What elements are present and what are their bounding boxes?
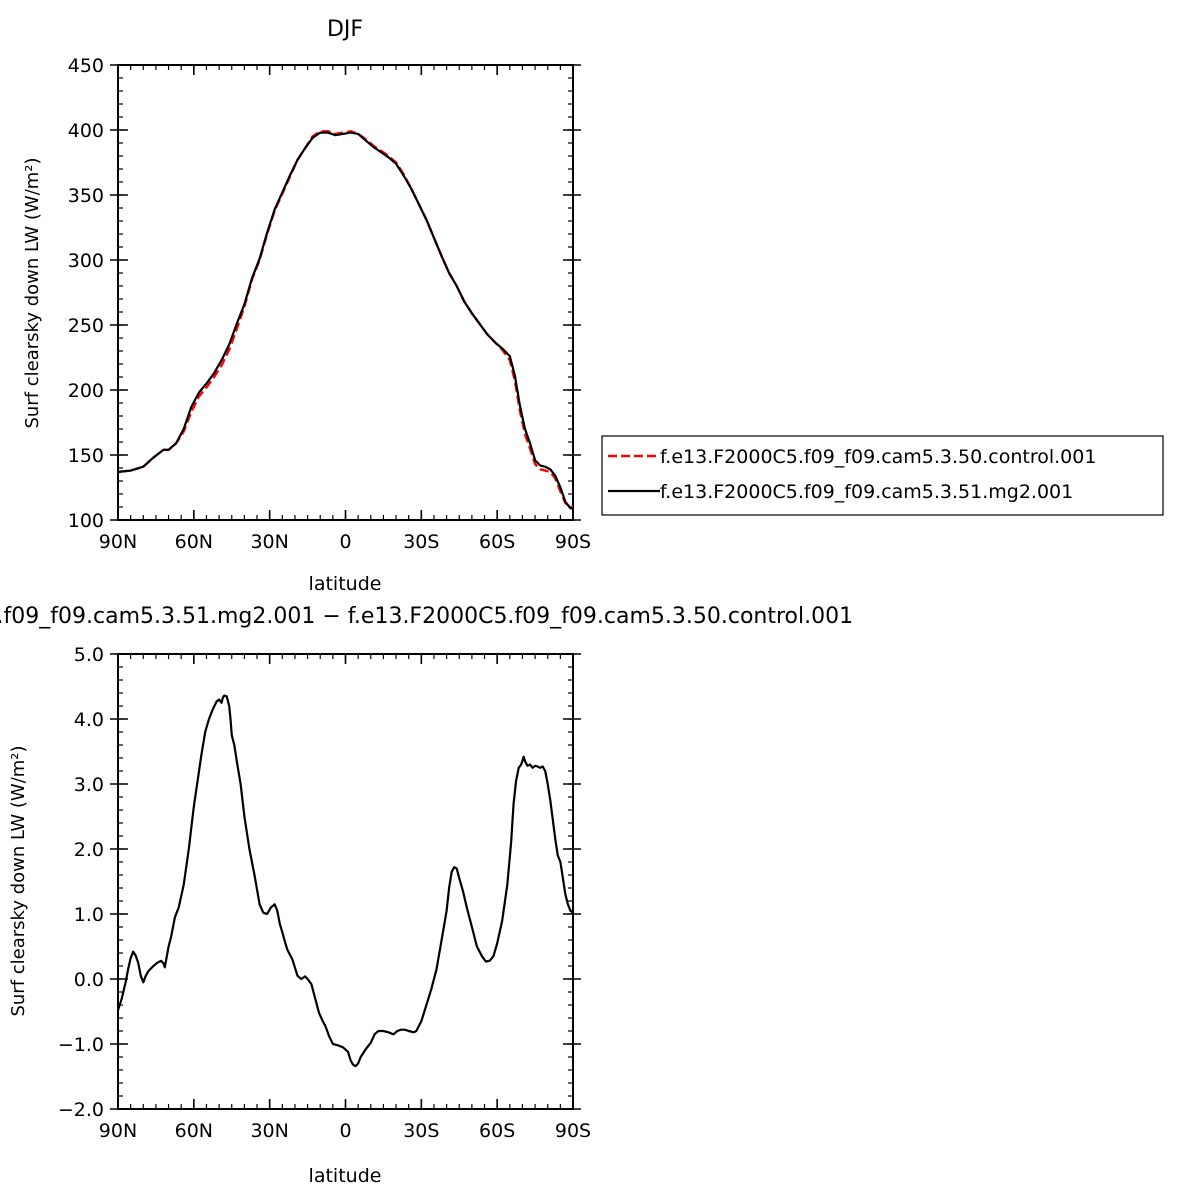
top-y-tick-label: 350 xyxy=(68,185,104,207)
top-y-tick-label: 250 xyxy=(68,315,104,337)
bottom-x-tick-label: 90N xyxy=(99,1120,137,1142)
bottom-x-axis-label: latitude xyxy=(309,1165,382,1187)
bottom-series-line-0 xyxy=(116,694,574,1068)
top-x-axis-label: latitude xyxy=(309,573,382,595)
bottom-axes: 90N 60N 30N 0 30S 60S 90S −2.0 −1.0 0.0 1.0 2.0 3.0 4… xyxy=(58,644,591,1142)
legend-entry-mg2: f.e13.F2000C5.f09_f09.cam5.3.51.mg2.001 xyxy=(660,481,1073,503)
top-x-tick-label: 90N xyxy=(99,531,137,553)
top-y-tick-label: 300 xyxy=(68,250,104,272)
top-x-tick-label: 0 xyxy=(339,531,351,553)
top-x-tick-label: 60S xyxy=(479,531,515,553)
top-y-axis-label: Surf clearsky down LW (W/m²) xyxy=(22,157,43,428)
bottom-series-lines xyxy=(116,694,574,1068)
bottom-panel: f.e13.F2000C5.f09_f09.cam5.3.51.mg2.001 … xyxy=(0,604,853,1187)
bottom-y-tick-label: 0.0 xyxy=(74,969,104,991)
top-y-tick-label: 450 xyxy=(68,55,104,77)
bottom-y-tick-label: 3.0 xyxy=(74,774,104,796)
top-series-lines xyxy=(117,130,573,510)
top-panel: DJF 90N 60N 30N 0 30S 60S 90S 100 150 200 250 300 35… xyxy=(22,17,1164,595)
bottom-y-tick-label: 5.0 xyxy=(74,644,104,666)
bottom-y-tick-label: 1.0 xyxy=(74,904,104,926)
legend-entry-control: f.e13.F2000C5.f09_f09.cam5.3.50.control.… xyxy=(660,446,1096,468)
legend: f.e13.F2000C5.f09_f09.cam5.3.50.control.… xyxy=(601,435,1164,516)
bottom-y-tick-label: 2.0 xyxy=(74,839,104,861)
top-x-tick-label: 90S xyxy=(555,531,591,553)
top-axes: 90N 60N 30N 0 30S 60S 90S 100 150 200 250 300 350 400… xyxy=(68,55,591,553)
bottom-x-tick-label: 60S xyxy=(479,1120,515,1142)
bottom-y-axis-label: Surf clearsky down LW (W/m²) xyxy=(8,745,29,1016)
top-y-tick-label: 150 xyxy=(68,445,104,467)
bottom-plot-frame xyxy=(117,653,574,1110)
bottom-x-tick-label: 90S xyxy=(555,1120,591,1142)
top-chart-title: DJF xyxy=(327,17,363,42)
bottom-x-tick-label: 30S xyxy=(403,1120,439,1142)
top-x-tick-label: 60N xyxy=(175,531,213,553)
top-y-tick-label: 200 xyxy=(68,380,104,402)
bottom-x-tick-label: 30N xyxy=(250,1120,288,1142)
top-x-tick-label: 30N xyxy=(250,531,288,553)
top-y-tick-label: 400 xyxy=(68,120,104,142)
legend-box xyxy=(601,435,1164,516)
top-x-tick-label: 30S xyxy=(403,531,439,553)
top-y-tick-label: 100 xyxy=(68,510,104,532)
bottom-y-tick-label: −2.0 xyxy=(58,1099,104,1121)
bottom-x-tick-label: 60N xyxy=(175,1120,213,1142)
top-series-line-0 xyxy=(117,130,573,509)
bottom-y-tick-label: −1.0 xyxy=(58,1034,104,1056)
bottom-chart-title: f.e13.F2000C5.f09_f09.cam5.3.51.mg2.001 … xyxy=(0,604,853,629)
top-series-line-1 xyxy=(117,131,573,510)
bottom-y-tick-label: 4.0 xyxy=(74,709,104,731)
bottom-x-tick-label: 0 xyxy=(339,1120,351,1142)
